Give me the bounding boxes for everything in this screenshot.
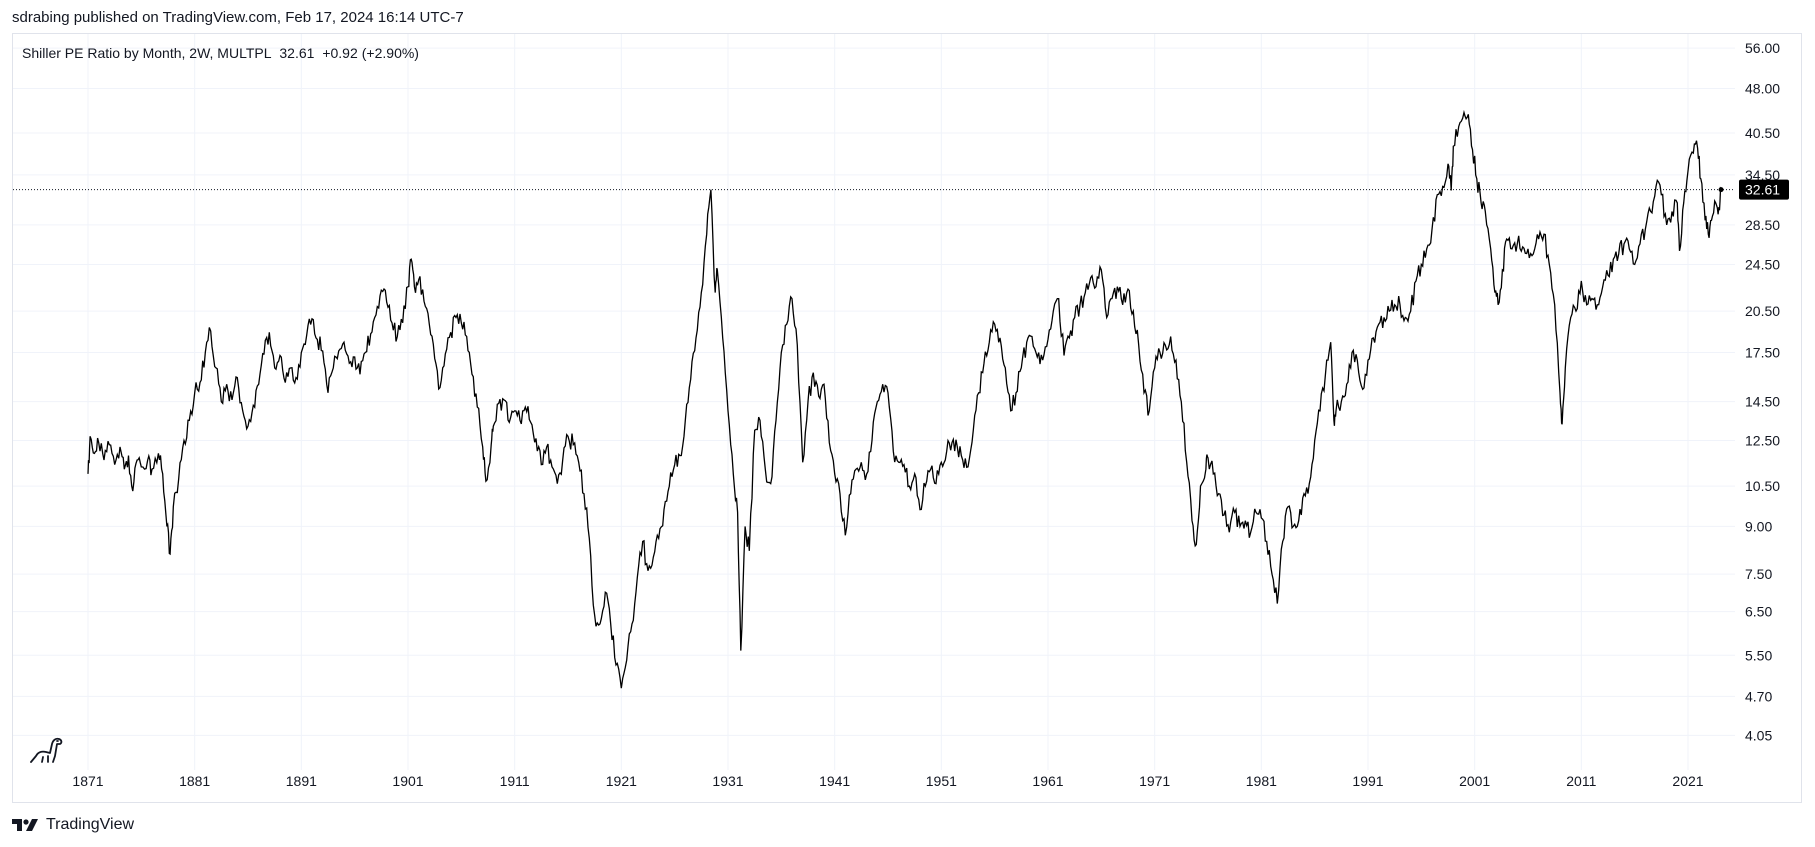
y-tick-label: 7.50 [1745, 566, 1772, 582]
last-value-label: 32.61 [1745, 182, 1780, 198]
y-tick-label: 28.50 [1745, 217, 1780, 233]
y-tick-label: 12.50 [1745, 432, 1780, 448]
y-tick-label: 34.50 [1745, 167, 1780, 183]
y-tick-label: 24.50 [1745, 256, 1780, 272]
chart-legend: Shiller PE Ratio by Month, 2W, MULTPL 32… [22, 45, 423, 61]
tradingview-logo[interactable]: TradingView [12, 816, 134, 834]
y-tick-label: 14.50 [1745, 394, 1780, 410]
y-tick-label: 40.50 [1745, 125, 1780, 141]
x-tick-label: 1891 [286, 773, 317, 789]
tradingview-brand-text: TradingView [46, 816, 135, 833]
published-by-line: sdrabing published on TradingView.com, F… [12, 9, 464, 26]
legend-last-value: 32.61 [279, 45, 315, 61]
x-tick-label: 1981 [1246, 773, 1277, 789]
y-tick-label: 20.50 [1745, 303, 1780, 319]
y-tick-label: 4.70 [1745, 688, 1772, 704]
x-tick-label: 1991 [1352, 773, 1383, 789]
y-tick-label: 9.00 [1745, 518, 1772, 534]
x-tick-label: 2021 [1672, 773, 1703, 789]
grid-lines [13, 34, 1735, 770]
x-tick-label: 1911 [500, 773, 530, 789]
y-tick-label: 56.00 [1745, 40, 1780, 56]
x-tick-label: 1951 [926, 773, 957, 789]
dino-icon [28, 732, 64, 769]
x-tick-label: 1931 [712, 773, 743, 789]
x-tick-label: 1921 [606, 773, 637, 789]
y-tick-label: 4.05 [1745, 727, 1772, 743]
y-tick-label: 17.50 [1745, 344, 1780, 360]
last-value-point [1718, 187, 1724, 193]
y-tick-label: 10.50 [1745, 478, 1780, 494]
x-tick-label: 1961 [1032, 773, 1063, 789]
x-tick-label: 1871 [72, 773, 103, 789]
x-axis: 1871 1881 1891 1901 1911 1921 1931 1941 1951 1961… [72, 773, 1703, 789]
legend-change-pct: (+2.90%) [361, 45, 419, 61]
x-tick-label: 2011 [1566, 773, 1596, 789]
y-tick-label: 6.50 [1745, 604, 1772, 620]
x-tick-label: 1941 [819, 773, 850, 789]
y-tick-label: 5.50 [1745, 647, 1772, 663]
tradingview-logo-icon [12, 819, 38, 831]
series-line [87, 109, 1722, 689]
legend-change: +0.92 [322, 45, 358, 61]
x-tick-label: 1971 [1139, 773, 1170, 789]
last-value-badge: 32.61 [1739, 179, 1789, 200]
legend-symbol: Shiller PE Ratio by Month, 2W, MULTPL [22, 45, 272, 61]
x-tick-label: 1881 [179, 773, 210, 789]
y-tick-label: 48.00 [1745, 81, 1780, 97]
x-tick-label: 2001 [1459, 773, 1490, 789]
chart-frame[interactable] [12, 33, 1802, 803]
x-tick-label: 1901 [392, 773, 423, 789]
y-axis: 56.00 48.00 40.50 34.50 28.50 24.50 20.50 17.50… [1745, 40, 1780, 743]
